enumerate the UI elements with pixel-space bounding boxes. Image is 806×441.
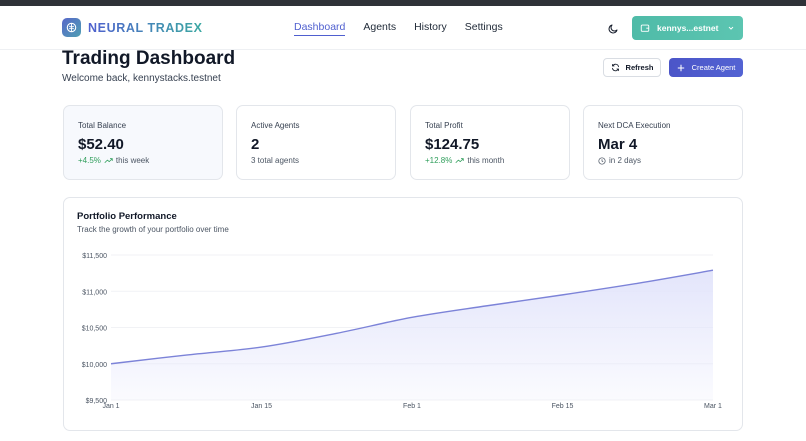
- app-header: NEURAL TRADEX Dashboard Agents History S…: [0, 6, 806, 50]
- active-agents-value: 2: [251, 136, 260, 153]
- chevron-down-icon: [728, 26, 734, 30]
- portfolio-chart: $9,500 $10,000 $10,500 $11,000 $11,500 Jan 1 J…: [82, 253, 722, 410]
- total-balance-change: +4.5% this week: [78, 156, 149, 165]
- window-top-bar: [0, 0, 806, 6]
- portfolio-performance-card: Portfolio Performance Track the growth o…: [63, 197, 743, 431]
- refresh-label: Refresh: [625, 63, 654, 72]
- brain-logo-icon: [62, 18, 81, 37]
- create-agent-label: Create Agent: [691, 63, 736, 72]
- refresh-icon: [611, 63, 619, 72]
- total-agents-note: 3 total agents: [251, 156, 300, 165]
- total-profit-card: Total Profit $124.75 +12.8% this month: [410, 105, 570, 180]
- next-dca-note: in 2 days: [598, 156, 641, 165]
- plus-icon: [677, 64, 684, 71]
- total-profit-change: +12.8% this month: [425, 156, 504, 165]
- nav-history[interactable]: History: [414, 21, 447, 33]
- x-tick-label: Feb 1: [403, 403, 421, 410]
- chart-subtitle: Track the growth of your portfolio over …: [77, 225, 229, 234]
- next-dca-label: Next DCA Execution: [598, 121, 671, 130]
- wallet-button[interactable]: kennys...estnet: [632, 16, 743, 40]
- balance-delta: +4.5%: [78, 156, 101, 165]
- total-balance-card: Total Balance $52.40 +4.5% this week: [63, 105, 223, 180]
- clock-icon: [598, 156, 606, 165]
- active-agents-label: Active Agents: [251, 121, 300, 130]
- theme-toggle-moon-icon[interactable]: [606, 21, 620, 35]
- page-title: Trading Dashboard: [62, 48, 236, 69]
- x-tick-label: Feb 15: [552, 403, 574, 410]
- total-balance-label: Total Balance: [78, 121, 127, 130]
- total-profit-label: Total Profit: [425, 121, 463, 130]
- y-tick-label: $9,500: [86, 398, 108, 405]
- y-tick-label: $11,500: [82, 253, 107, 260]
- y-tick-label: $11,000: [82, 289, 107, 296]
- brand[interactable]: NEURAL TRADEX: [62, 18, 203, 37]
- create-agent-button[interactable]: Create Agent: [669, 58, 743, 77]
- chart-title: Portfolio Performance: [77, 211, 177, 222]
- series-line: [110, 269, 714, 365]
- total-balance-value: $52.40: [78, 136, 124, 153]
- next-dca-card: Next DCA Execution Mar 4 in 2 days: [583, 105, 743, 180]
- welcome-message: Welcome back, kennystacks.testnet: [62, 73, 221, 84]
- trend-up-icon: [104, 158, 113, 164]
- active-agents-card: Active Agents 2 3 total agents: [236, 105, 396, 180]
- profit-period: this month: [467, 156, 505, 165]
- wallet-account-label: kennys...estnet: [657, 23, 719, 33]
- x-tick-label: Jan 15: [251, 403, 272, 410]
- nav-agents[interactable]: Agents: [363, 21, 397, 33]
- nav-settings[interactable]: Settings: [464, 21, 503, 33]
- balance-period: this week: [115, 156, 150, 165]
- x-tick-label: Jan 1: [102, 403, 119, 410]
- x-tick-label: Mar 1: [704, 403, 722, 410]
- total-profit-value: $124.75: [425, 136, 480, 153]
- refresh-button[interactable]: Refresh: [603, 58, 661, 77]
- series-area: [111, 270, 713, 400]
- y-tick-label: $10,000: [82, 362, 107, 369]
- brand-name: NEURAL TRADEX: [88, 20, 203, 35]
- next-dca-countdown: in 2 days: [609, 156, 642, 165]
- next-dca-value: Mar 4: [598, 136, 638, 153]
- main-nav: Dashboard Agents History Settings: [294, 21, 503, 36]
- y-tick-label: $10,500: [82, 326, 107, 333]
- nav-dashboard[interactable]: Dashboard: [294, 21, 346, 36]
- wallet-icon: [640, 24, 650, 32]
- trend-up-icon: [455, 158, 465, 164]
- profit-delta: +12.8%: [425, 156, 453, 165]
